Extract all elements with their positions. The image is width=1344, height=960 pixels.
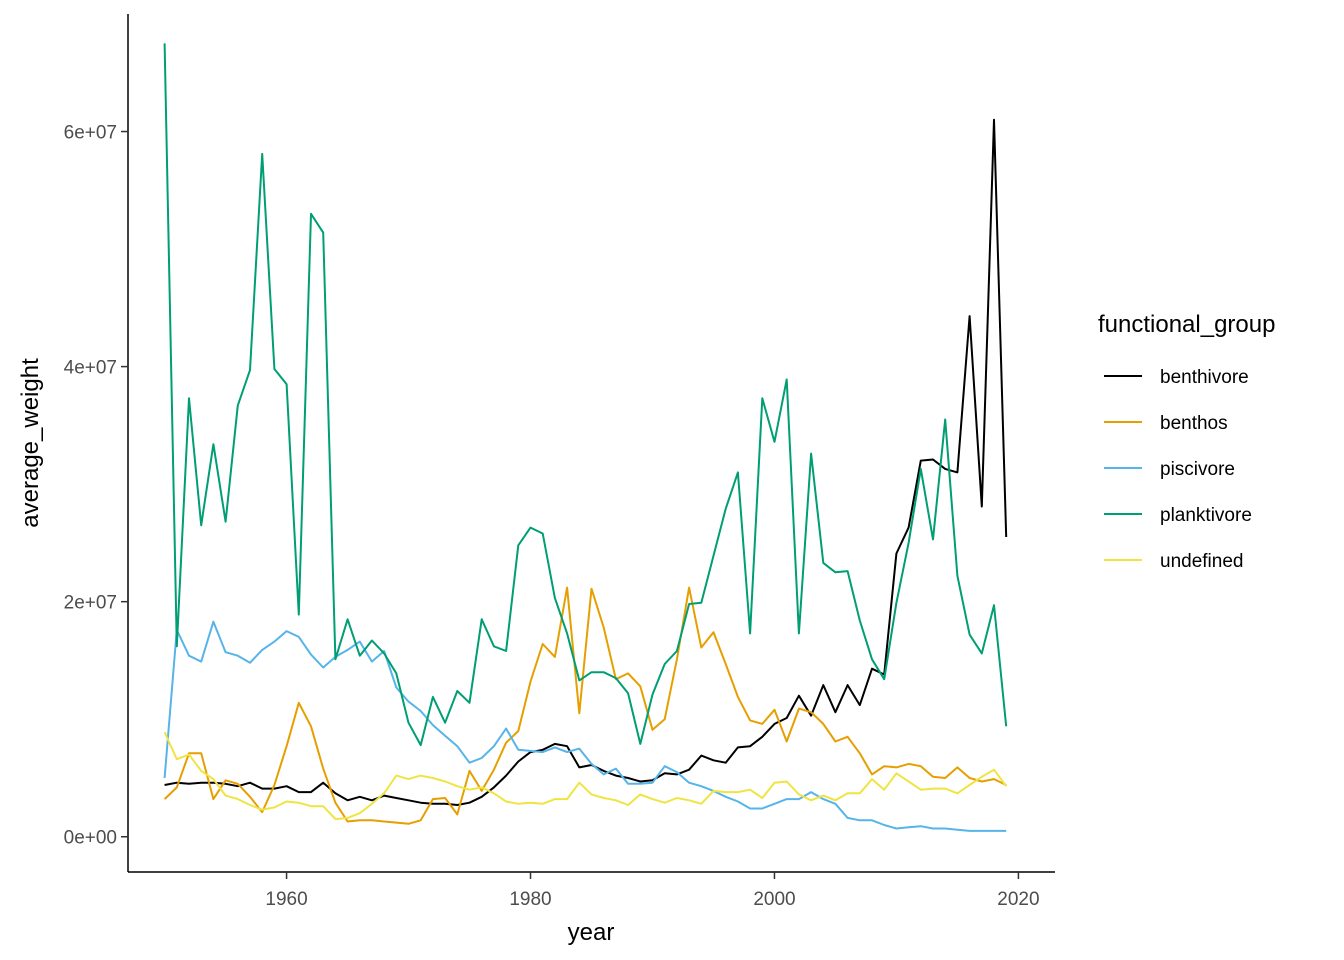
plot-lines — [163, 43, 1008, 832]
y-tick-label: 4e+07 — [64, 358, 117, 379]
legend-label-piscivore: piscivore — [1160, 459, 1235, 480]
x-tick-label: 1980 — [509, 889, 551, 910]
x-axis-ticks: 1960 1980 2000 2020 — [265, 872, 1040, 910]
x-axis-title: year — [568, 919, 615, 946]
x-tick-label: 1960 — [265, 889, 307, 910]
y-axis-ticks: 0e+00 2e+07 4e+07 6e+07 — [64, 123, 128, 849]
y-tick-label: 0e+00 — [64, 828, 117, 849]
legend-label-benthivore: benthivore — [1160, 367, 1249, 388]
legend: functional_group benthivore benthos pisciv… — [1098, 311, 1275, 572]
series-line-piscivore — [163, 620, 1007, 832]
series-line-benthos — [163, 586, 1007, 825]
y-axis-title: average_weight — [17, 358, 44, 528]
series-line-undefined — [163, 731, 1008, 821]
legend-label-benthos: benthos — [1160, 413, 1228, 434]
legend-label-undefined: undefined — [1160, 551, 1243, 572]
legend-label-planktivore: planktivore — [1160, 505, 1252, 526]
legend-title: functional_group — [1098, 311, 1275, 338]
x-tick-label: 2020 — [997, 889, 1039, 910]
x-tick-label: 2000 — [753, 889, 795, 910]
y-tick-label: 6e+07 — [64, 123, 117, 144]
series-line-planktivore — [163, 43, 1008, 747]
y-tick-label: 2e+07 — [64, 593, 117, 614]
series-line-benthivore — [164, 118, 1008, 806]
